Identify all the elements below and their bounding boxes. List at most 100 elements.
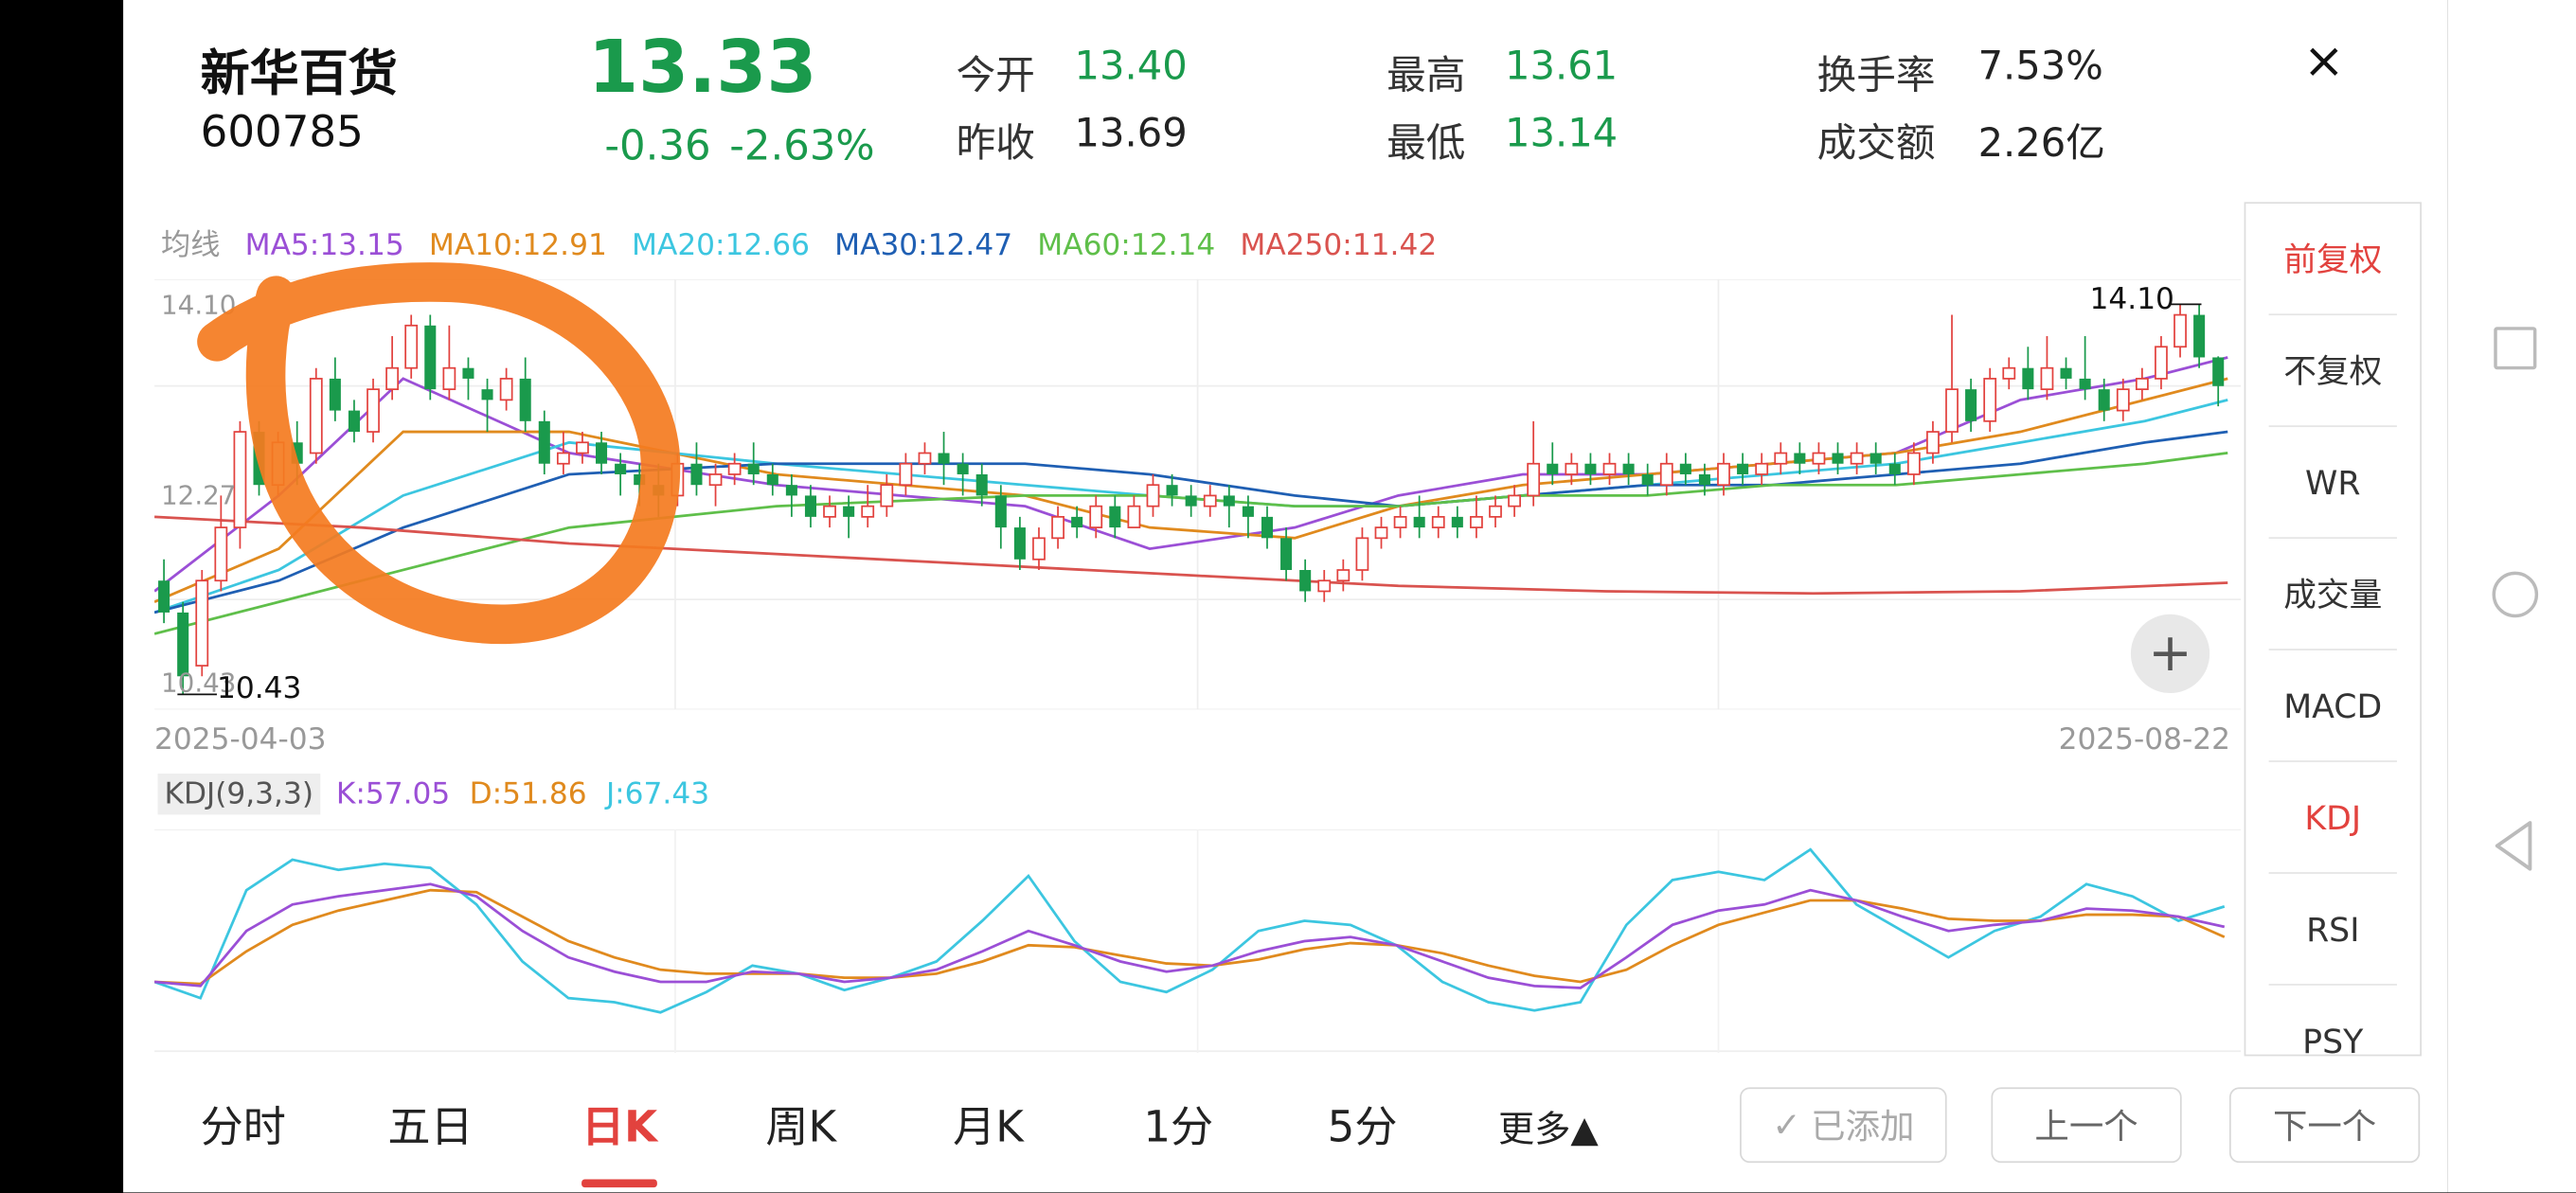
kdj-chart[interactable] — [154, 829, 2242, 1053]
tab-5min[interactable]: 5分 — [1327, 1103, 1398, 1153]
tab-weekly-k[interactable]: 周K — [765, 1103, 837, 1153]
recent-apps-icon[interactable] — [2494, 327, 2537, 370]
candle-body — [861, 505, 875, 518]
candle-body — [1850, 452, 1864, 465]
candle-body — [1032, 537, 1046, 561]
candle-body — [385, 366, 400, 391]
side-divider — [2268, 984, 2397, 986]
candle-body — [2193, 314, 2206, 358]
candle-body — [214, 526, 228, 582]
stock-name: 新华百货 — [200, 45, 398, 104]
candle-body — [367, 388, 380, 433]
previous-stock-button[interactable]: 上一个 — [1991, 1087, 2182, 1164]
candle-body — [615, 463, 627, 474]
side-item-rsi[interactable]: RSI — [2306, 910, 2360, 950]
hand-drawn-circle-annotation — [197, 262, 681, 645]
candle-body — [1203, 494, 1217, 507]
candle-body — [462, 367, 474, 379]
candle-body — [519, 378, 531, 421]
candle-body — [1812, 452, 1826, 465]
side-item-psy[interactable]: PSY — [2302, 1021, 2364, 1057]
candle-body — [1926, 431, 1940, 454]
candle-body — [1280, 538, 1293, 571]
ma30-line — [154, 430, 2228, 614]
tab-1min[interactable]: 1分 — [1143, 1103, 1214, 1153]
candle-body — [708, 473, 723, 487]
candle-body — [785, 485, 797, 496]
candle-body — [1355, 537, 1369, 571]
open-value: 13.40 — [1074, 43, 1188, 89]
add-indicator-button[interactable]: + — [2130, 614, 2210, 694]
candle-body — [329, 378, 341, 411]
high-value: 13.61 — [1504, 43, 1619, 89]
candle-body — [309, 378, 323, 454]
side-item-unadjusted[interactable]: 不复权 — [2283, 351, 2383, 391]
candle-body — [957, 463, 969, 474]
candle-body — [1717, 462, 1730, 487]
kdj-d-value: D:51.86 — [469, 776, 587, 811]
ma-legend-label: 均线 — [161, 228, 221, 263]
side-divider — [2268, 649, 2397, 650]
candle-body — [1413, 516, 1425, 528]
candle-body — [556, 452, 570, 465]
tab-more[interactable]: 更多▲ — [1498, 1110, 1599, 1152]
candle-body — [634, 473, 646, 486]
added-watchlist-label: 已添加 — [1811, 1107, 1915, 1147]
candlestick-chart[interactable] — [154, 278, 2242, 710]
turnover-rate-label: 换手率 — [1816, 52, 1936, 99]
candle-body — [1584, 463, 1597, 474]
tab-five-day[interactable]: 五日 — [387, 1103, 474, 1153]
price-axis-mid: 12.27 — [161, 479, 237, 511]
candle-body — [1146, 484, 1160, 507]
candle-body — [2155, 346, 2168, 380]
side-divider — [2268, 313, 2397, 316]
candle-body — [1737, 463, 1749, 474]
candle-body — [1888, 463, 1901, 474]
min-price-annotation: 10.43 — [216, 671, 302, 706]
turnover-rate-value: 7.53% — [1977, 43, 2103, 89]
active-tab-indicator — [581, 1179, 657, 1188]
added-watchlist-button[interactable]: ✓ 已添加 — [1740, 1087, 1947, 1164]
stock-detail-panel — [123, 0, 2448, 1193]
candle-body — [918, 452, 932, 465]
candle-body — [1547, 463, 1559, 474]
home-icon[interactable] — [2492, 571, 2539, 618]
low-label: 最低 — [1386, 119, 1466, 167]
candle-body — [1983, 378, 1997, 422]
candle-body — [1451, 516, 1463, 528]
ma60-line — [154, 452, 2228, 635]
candle-body — [1299, 570, 1312, 592]
check-icon: ✓ — [1772, 1105, 1801, 1146]
candle-body — [1089, 505, 1103, 528]
open-label: 今开 — [956, 52, 1035, 99]
kdj-label: KDJ(9,3,3) — [157, 774, 320, 815]
ma20-value: MA20:12.66 — [632, 228, 810, 263]
amount-label: 成交额 — [1816, 119, 1936, 167]
kdj-j-value: J:67.43 — [605, 776, 710, 811]
candle-body — [804, 495, 816, 517]
price-change: -0.36 — [604, 121, 711, 169]
next-stock-button[interactable]: 下一个 — [2228, 1087, 2421, 1164]
candle-body — [538, 420, 550, 464]
side-item-kdj[interactable]: KDJ — [2304, 798, 2362, 838]
candle-body — [1965, 389, 1977, 421]
candle-body — [348, 410, 360, 433]
tab-intraday[interactable]: 分时 — [200, 1103, 286, 1153]
kdj-d-line — [154, 888, 2226, 986]
side-item-macd[interactable]: MACD — [2283, 686, 2383, 726]
candle-body — [481, 389, 493, 401]
candle-body — [747, 463, 760, 474]
candle-body — [442, 366, 456, 391]
price-axis-low: 10.43 — [161, 667, 237, 699]
candle-body — [596, 442, 608, 464]
side-item-wr[interactable]: WR — [2305, 463, 2361, 503]
side-item-volume[interactable]: 成交量 — [2283, 575, 2383, 614]
candle-body — [2135, 378, 2149, 391]
candle-body — [975, 473, 988, 496]
low-value: 13.14 — [1504, 110, 1619, 156]
back-icon[interactable] — [2491, 818, 2537, 874]
side-item-forward-adjusted[interactable]: 前复权 — [2283, 240, 2383, 279]
tab-daily-k[interactable]: 日K — [581, 1103, 658, 1153]
close-icon[interactable]: × — [2303, 32, 2345, 91]
tab-monthly-k[interactable]: 月K — [953, 1103, 1024, 1153]
